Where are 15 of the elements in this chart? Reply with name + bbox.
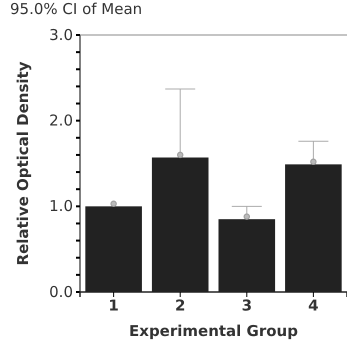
point	[244, 213, 250, 220]
x-tick-label: 2	[174, 296, 186, 315]
y-tick-label: 2.0	[49, 111, 73, 130]
point	[176, 152, 184, 158]
point	[310, 158, 317, 166]
y-tick-label: 0.0	[49, 282, 73, 301]
x-tick-label: 1	[108, 296, 119, 315]
x-tick-label: 4	[308, 296, 319, 315]
y-tick-label: 1.0	[49, 197, 73, 216]
x-tick-label: 3	[242, 296, 252, 315]
point	[110, 200, 117, 208]
y-axis-title: Relative Optical Density	[14, 61, 32, 266]
chart-title: 95.0% CI of Mean	[10, 0, 142, 18]
x-axis-title: Experimental Group	[129, 322, 298, 340]
y-tick-label: 3.0	[49, 26, 73, 44]
